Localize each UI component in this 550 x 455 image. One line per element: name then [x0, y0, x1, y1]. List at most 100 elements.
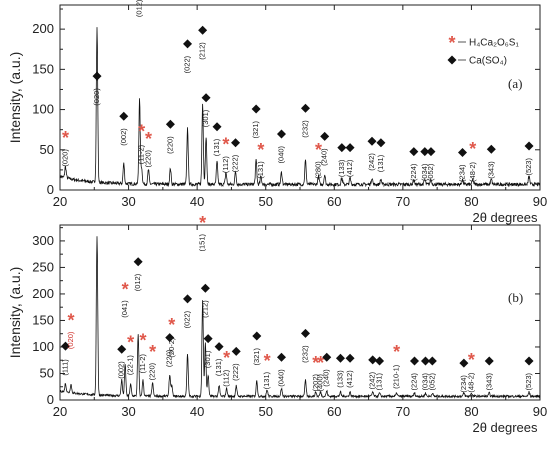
peak-annotation: (321)	[251, 104, 261, 139]
peak-annotation: (343)	[486, 144, 496, 179]
x-tick-label: 80	[464, 404, 478, 419]
peak-annotation: (220)*	[143, 129, 152, 168]
x-tick-label: 70	[396, 404, 410, 419]
peak-label: (232)	[300, 120, 309, 138]
peak-annotation: (22-1) *	[126, 332, 135, 375]
caso4-marker	[119, 111, 129, 121]
peak-label: (234)	[459, 375, 468, 393]
peak-annotation: (400)*	[316, 353, 325, 392]
peak-label: (20-2)	[167, 337, 176, 358]
peak-annotation: (222)	[231, 346, 241, 381]
peak-label: (040)	[276, 145, 285, 163]
y-tick-label: 250	[32, 259, 54, 274]
peak-label: (11-2)	[137, 144, 146, 164]
peak-label: (232)	[300, 345, 309, 363]
peak-annotation: (151)*	[198, 213, 207, 252]
caso4-marker	[337, 143, 347, 153]
peak-label: (523)	[524, 158, 533, 176]
peak-label: (321)	[251, 121, 260, 139]
y-tick-label: 200	[32, 286, 54, 301]
caso4-marker	[427, 356, 437, 366]
peak-label: (400)	[316, 374, 325, 392]
peak-label: (412)	[345, 159, 354, 177]
x-tick-label: 20	[53, 404, 67, 419]
caso4-marker	[367, 136, 377, 146]
caso4-marker	[524, 356, 534, 366]
h4ca2o6s1-marker: *	[139, 331, 146, 351]
y-tick-label: 50	[40, 142, 54, 157]
peak-label: (11-2)	[138, 354, 147, 374]
panel-label: (a)	[508, 76, 522, 91]
y-tick-label: 0	[47, 182, 54, 197]
caso4-marker	[300, 328, 310, 338]
y-tick-label: 100	[32, 102, 54, 117]
peak-annotation: (041)*	[120, 279, 129, 318]
peak-annotation: (11-2) *	[137, 121, 146, 164]
peak-annotation: (240)	[320, 131, 330, 166]
x-axis-label: 2θ degrees	[472, 420, 538, 435]
h4ca2o6s1-marker: *	[257, 140, 264, 160]
peak-annotation: (133)	[335, 353, 345, 388]
y-tick-label: 200	[32, 21, 54, 36]
caso4-marker	[410, 356, 420, 366]
peak-label: (012)	[135, 0, 144, 17]
peak-annotation: (321)	[252, 331, 262, 366]
peak-label: (343)	[484, 372, 493, 390]
peak-annotation: (131)	[375, 356, 385, 390]
peak-label: (224)	[410, 372, 419, 390]
peak-annotation: (020)	[92, 71, 102, 106]
legend-diamond-marker	[447, 55, 457, 65]
h4ca2o6s1-marker: *	[312, 353, 319, 373]
caso4-marker	[183, 39, 193, 49]
peak-label: (222)	[231, 363, 240, 381]
x-tick-label: 90	[533, 194, 547, 209]
x-tick-label: 50	[258, 404, 272, 419]
caso4-marker	[300, 103, 310, 113]
caso4-marker	[320, 131, 330, 141]
peak-annotation: (224)	[410, 356, 420, 390]
peak-label: (321)	[252, 348, 261, 366]
peak-annotation: (224)	[409, 147, 419, 181]
y-tick-label: 50	[40, 365, 54, 380]
xrd-pattern-line	[59, 27, 541, 188]
h4ca2o6s1-marker: *	[138, 121, 145, 141]
peak-label: (280)	[314, 161, 323, 179]
caso4-marker	[345, 353, 355, 363]
peak-annotation: (301)	[203, 334, 213, 368]
caso4-marker	[252, 331, 262, 341]
peak-label: (020)	[66, 331, 75, 349]
peak-annotation: (034)	[420, 356, 430, 390]
peak-label: (133)	[335, 370, 344, 388]
peak-annotation: (212)	[198, 25, 208, 60]
peak-label: (034)	[420, 163, 429, 181]
peak-label: (111)	[60, 359, 69, 376]
caso4-marker	[376, 138, 386, 148]
peak-annotation: (523)	[524, 141, 534, 176]
h4ca2o6s1-marker: *	[393, 342, 400, 362]
peak-annotation: (20-2) *	[167, 315, 176, 358]
peak-label: (052)	[427, 372, 436, 390]
peak-label: (002)	[119, 128, 128, 146]
peak-annotation: (301)	[201, 93, 211, 127]
peak-annotation: (052)	[426, 147, 436, 181]
caso4-marker	[201, 93, 211, 103]
peak-label: (131)	[262, 371, 271, 389]
caso4-marker	[375, 356, 385, 366]
peak-annotation: (240)	[322, 352, 332, 387]
caso4-marker	[426, 147, 436, 157]
x-tick-label: 80	[464, 194, 478, 209]
peak-label: (202)	[311, 374, 320, 392]
caso4-marker	[231, 346, 241, 356]
caso4-marker	[335, 353, 345, 363]
peak-annotation: (112)*	[221, 135, 230, 174]
h4ca2o6s1-marker: *	[315, 140, 322, 160]
y-axis-label: Intensity, (a.u.)	[7, 52, 23, 144]
peak-label: (112)	[221, 156, 230, 173]
x-tick-label: 70	[396, 194, 410, 209]
peak-label: (240)	[322, 369, 331, 387]
peak-label: (133)	[337, 159, 346, 177]
peak-annotation: (040)	[276, 352, 286, 387]
peak-label: (012)	[133, 273, 142, 291]
peak-label: (301)	[203, 350, 212, 368]
